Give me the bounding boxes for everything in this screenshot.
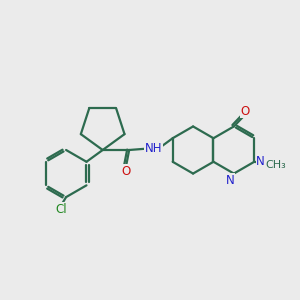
Text: CH₃: CH₃: [265, 160, 286, 170]
Text: O: O: [121, 165, 130, 178]
Text: O: O: [240, 105, 250, 118]
Text: Cl: Cl: [55, 203, 67, 216]
Text: N: N: [226, 173, 235, 187]
Text: N: N: [256, 155, 265, 168]
Text: NH: NH: [145, 142, 162, 155]
